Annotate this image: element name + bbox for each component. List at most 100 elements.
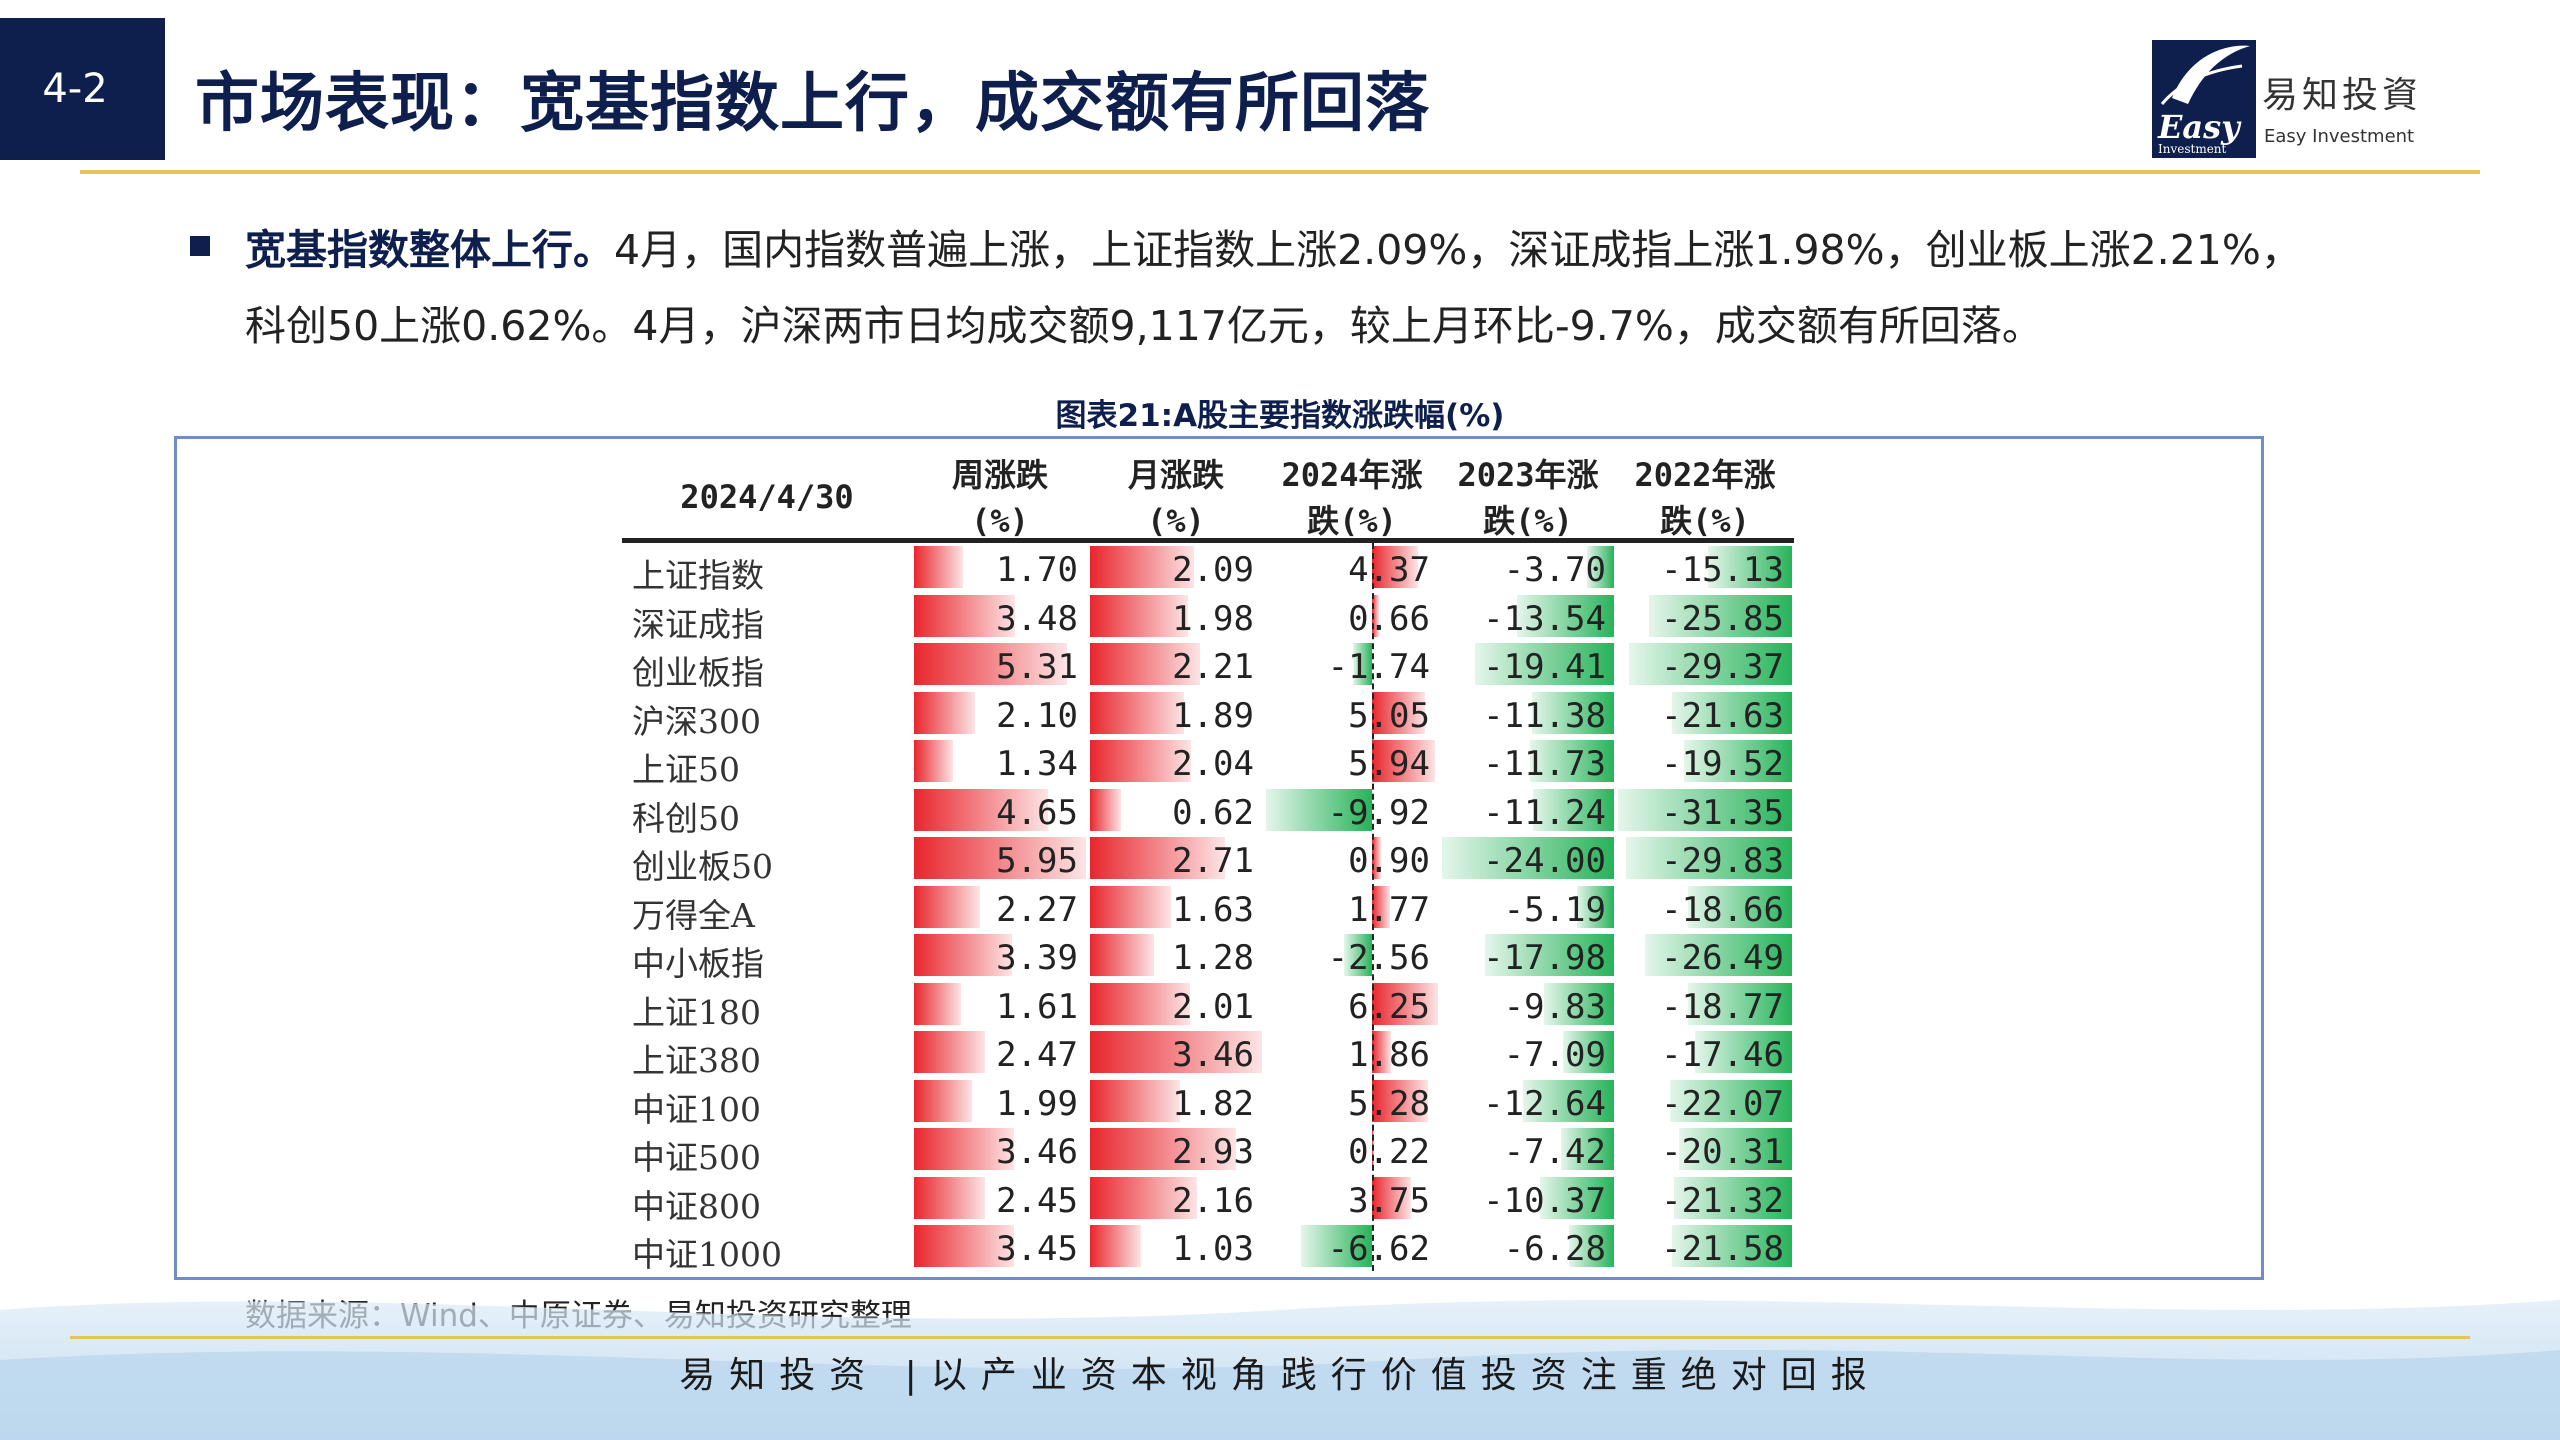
column-header-line2: 跌(%): [1660, 502, 1750, 540]
data-bar: [1568, 1225, 1614, 1267]
table-cell-month: 1.89: [1090, 691, 1262, 736]
data-bar: [1669, 1079, 1792, 1122]
table-cell-y2024: 6.25: [1266, 982, 1438, 1027]
data-bar: [1587, 546, 1614, 588]
column-header-line2: (%): [1147, 502, 1205, 540]
cell-value: -1.74: [1327, 647, 1430, 687]
column-header-line1: 周涨跌: [951, 456, 1048, 494]
cell-value: 2.93: [1172, 1132, 1254, 1172]
data-bar: [1090, 546, 1194, 588]
cell-value: -11.38: [1483, 695, 1606, 736]
data-bar: [1353, 643, 1372, 685]
cell-value: 5.95: [996, 841, 1078, 881]
table-row: 科创50 4.65 0.62 -9.92 -11.24 -31.35: [622, 786, 1794, 838]
table-cell-week: 5.31: [914, 643, 1086, 687]
data-bar: [1090, 1079, 1181, 1122]
table-cell-y2024: 3.75: [1266, 1176, 1438, 1221]
column-header-line2: 跌(%): [1307, 502, 1397, 540]
cell-value: 3.75: [1348, 1180, 1430, 1221]
cell-value: -9.83: [1503, 986, 1606, 1027]
table-cell-week: 2.10: [914, 691, 1086, 736]
table-row: 上证50 1.34 2.04 5.94 -11.73 -19.52: [622, 737, 1794, 789]
logo-swoosh-icon: [2160, 45, 2250, 105]
cell-value: -7.42: [1503, 1132, 1606, 1172]
cell-value: 4.37: [1348, 550, 1430, 590]
data-bar: [1371, 837, 1382, 879]
cell-value: 5.05: [1348, 695, 1430, 736]
table-cell-week: 2.27: [914, 885, 1086, 930]
table-cell-week: 2.45: [914, 1176, 1086, 1221]
table-row: 中证1000 3.45 1.03 -6.62 -6.28 -21.58: [622, 1222, 1794, 1274]
data-bar: [914, 982, 961, 1025]
table-cell-y2022: -18.66: [1618, 885, 1792, 930]
cell-value: -12.64: [1483, 1083, 1606, 1124]
row-index-name: 深证成指: [632, 604, 764, 644]
cell-value: 1.99: [996, 1083, 1078, 1124]
cell-value: -19.52: [1661, 744, 1784, 784]
row-index-name: 万得全A: [632, 895, 755, 935]
table-cell-week: 4.65: [914, 788, 1086, 833]
table-cell-week: 3.45: [914, 1225, 1086, 1269]
table-row: 中证500 3.46 2.93 0.22 -7.42 -20.31: [622, 1125, 1794, 1177]
cell-value: -17.46: [1661, 1035, 1784, 1075]
cell-value: 0.90: [1348, 841, 1430, 881]
row-index-name: 中证1000: [632, 1235, 782, 1274]
data-bar: [1474, 643, 1614, 685]
cell-value: -22.07: [1661, 1083, 1784, 1124]
cell-value: 1.77: [1348, 889, 1430, 930]
table-cell-month: 1.28: [1090, 934, 1262, 978]
table-cell-y2022: -15.13: [1618, 546, 1792, 590]
row-index-name: 中小板指: [632, 944, 764, 983]
table-cell-y2024: 0.22: [1266, 1128, 1438, 1172]
easy-investment-logo: Easy Investment: [2152, 40, 2256, 158]
cell-value: -21.63: [1661, 695, 1784, 736]
table-cell-y2022: -29.83: [1618, 837, 1792, 881]
cell-value: 3.48: [996, 598, 1078, 639]
table-cell-y2022: -21.58: [1618, 1225, 1792, 1269]
cell-value: 2.21: [1172, 647, 1254, 687]
cell-value: 3.39: [996, 938, 1078, 978]
table-cell-y2024: 1.86: [1266, 1031, 1438, 1075]
table-cell-y2023: -9.83: [1442, 982, 1614, 1027]
cell-value: -21.32: [1661, 1180, 1784, 1221]
data-bar: [1090, 1031, 1262, 1073]
column-header-1: 周涨跌 (%): [912, 452, 1088, 544]
cell-value: 6.25: [1348, 986, 1430, 1027]
table-cell-y2023: -24.00: [1442, 837, 1614, 881]
data-bar: [1532, 691, 1614, 734]
table-cell-month: 0.62: [1090, 788, 1262, 833]
bullet-square-icon: [190, 236, 210, 256]
table-row: 深证成指 3.48 1.98 0.66 -13.54 -25.85: [622, 592, 1794, 644]
table-cell-month: 1.63: [1090, 885, 1262, 930]
table-cell-y2024: -9.92: [1266, 788, 1438, 833]
table-cell-week: 1.99: [914, 1079, 1086, 1124]
data-bar: [914, 1176, 985, 1219]
cell-value: 0.62: [1172, 792, 1254, 833]
table-cell-week: 2.47: [914, 1031, 1086, 1075]
summary-paragraph: 宽基指数整体上行。4月，国内指数普遍上涨，上证指数上涨2.09%，深证成指上涨1…: [245, 212, 2305, 364]
table-cell-y2022: -22.07: [1618, 1079, 1792, 1124]
table-cell-y2024: 5.05: [1266, 691, 1438, 736]
table-cell-month: 1.98: [1090, 594, 1262, 639]
row-index-name: 中证800: [632, 1186, 761, 1226]
data-bar: [1628, 643, 1792, 685]
table-row: 上证380 2.47 3.46 1.86 -7.09 -17.46: [622, 1028, 1794, 1080]
table-row: 中证100 1.99 1.82 5.28 -12.64 -22.07: [622, 1077, 1794, 1129]
data-bar: [1708, 546, 1792, 588]
data-bar: [1644, 934, 1792, 976]
data-bar: [1529, 740, 1614, 782]
cell-value: 0.66: [1348, 598, 1430, 639]
table-cell-month: 2.93: [1090, 1128, 1262, 1172]
table-cell-y2022: -31.35: [1618, 788, 1792, 833]
table-cell-y2024: 1.77: [1266, 885, 1438, 930]
row-index-name: 上证380: [632, 1041, 761, 1080]
table-cell-y2024: 5.28: [1266, 1079, 1438, 1124]
column-header-line2: (%): [971, 502, 1029, 540]
table-cell-y2023: -19.41: [1442, 643, 1614, 687]
cell-value: 1.98: [1172, 598, 1254, 639]
table-cell-y2023: -11.38: [1442, 691, 1614, 736]
data-bar: [914, 1079, 972, 1122]
cell-value: 3.45: [996, 1229, 1078, 1269]
table-header: 2024/4/30 周涨跌 (%) 月涨跌 (%) 2024年涨 跌(%) 2023年涨 跌(%…: [622, 448, 1794, 543]
table-cell-month: 1.82: [1090, 1079, 1262, 1124]
